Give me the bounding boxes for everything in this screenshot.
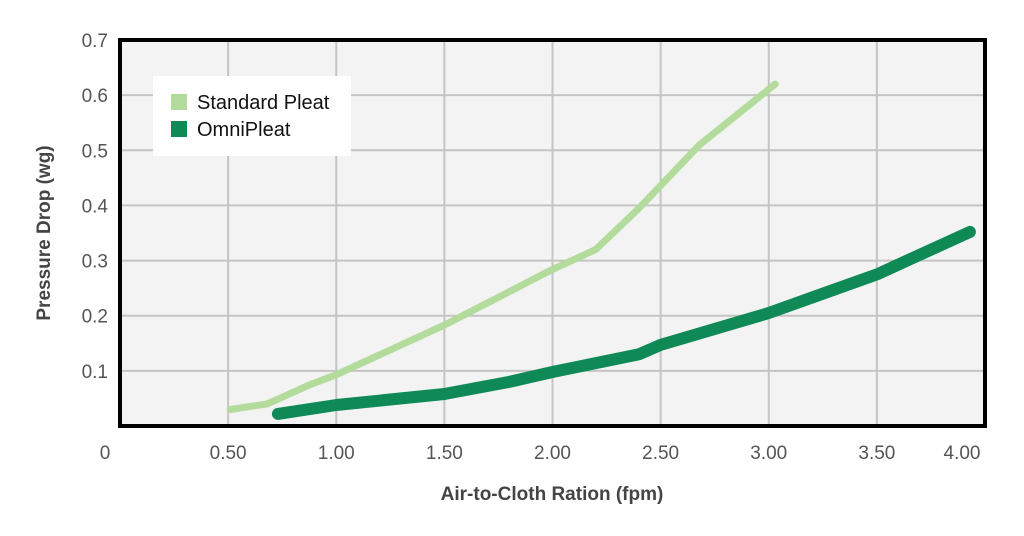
grid (120, 40, 985, 426)
x-axis-label: Air-to-Cloth Ration (fpm) (441, 484, 664, 505)
x-tick-label: 2.00 (534, 443, 571, 464)
x-tick-label: 3.50 (858, 443, 895, 464)
plot-frame (118, 38, 987, 428)
y-tick-label: 0.7 (82, 31, 108, 52)
series-lines (226, 80, 976, 420)
y-tick-label: 0.2 (82, 307, 108, 328)
x-tick-label: 1.00 (318, 443, 355, 464)
x-tick-label: 4.00 (944, 443, 981, 464)
legend-box (153, 76, 351, 156)
x-tick-label: 3.00 (750, 443, 787, 464)
legend-label-standard-pleat: Standard Pleat (197, 92, 330, 114)
y-axis-label: Pressure Drop (wg) (34, 145, 55, 320)
x-tick-label: 0 (100, 443, 111, 464)
y-tick-label: 0.6 (82, 86, 108, 107)
y-tick-label: 0.4 (82, 196, 109, 217)
series-line-omnipleat (271, 225, 976, 420)
legend-swatch-omnipleat (171, 121, 187, 137)
x-tick-label: 2.50 (642, 443, 679, 464)
y-tick-labels: 0.1 0.2 0.3 0.4 0.5 0.6 0.7 (82, 31, 109, 383)
legend-swatch-standard-pleat (171, 94, 187, 110)
legend-label-omnipleat: OmniPleat (197, 119, 291, 141)
y-tick-label: 0.5 (82, 141, 108, 162)
x-tick-label: 1.50 (426, 443, 463, 464)
y-tick-label: 0.3 (82, 252, 108, 273)
x-tick-label: 0.50 (210, 443, 247, 464)
y-tick-label: 0.1 (82, 362, 108, 383)
legend: Standard Pleat OmniPleat (153, 76, 351, 156)
series-line-standard-pleat (226, 80, 779, 413)
x-tick-labels: 0 0.50 1.00 1.50 2.00 2.50 3.00 3.50 4.00 (100, 443, 981, 464)
